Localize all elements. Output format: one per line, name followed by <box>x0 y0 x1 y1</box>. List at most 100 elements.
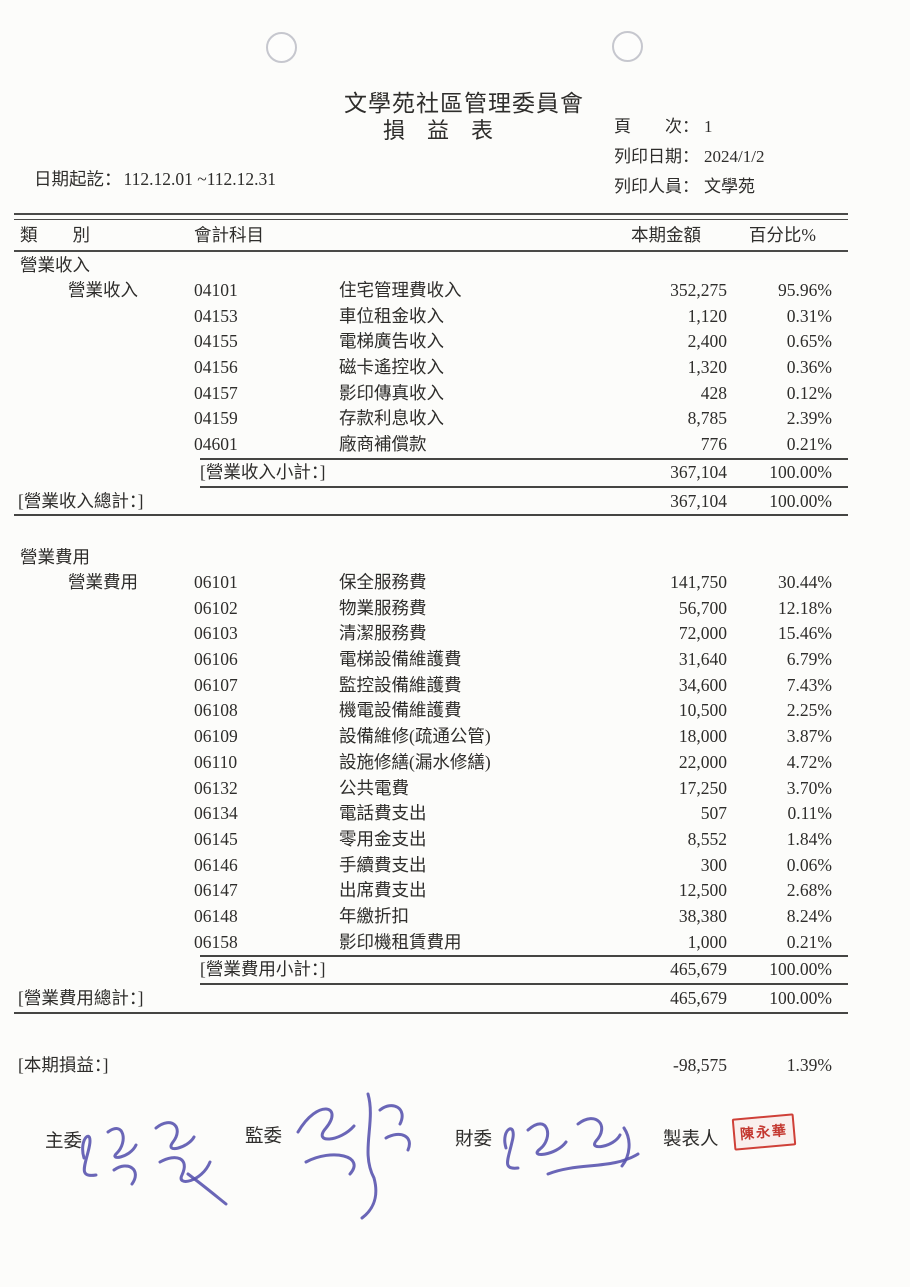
percent-value: 8.24% <box>786 905 832 926</box>
amount-value: 18,000 <box>678 726 727 747</box>
amount-value: 352,275 <box>670 280 727 300</box>
net-income-row: [本期損益：] -98,575 1.39% <box>14 1052 848 1078</box>
table-row: 04601 廠商補償款 776 0.21% <box>14 432 848 458</box>
printer-label: 列印人員： <box>614 177 699 196</box>
expense-subtotal-percent: 100.00% <box>769 959 832 980</box>
chair-label: 主委 <box>45 1132 83 1152</box>
account-name: 公共電費 <box>339 777 409 798</box>
account-code: 04156 <box>194 357 238 378</box>
header-category: 類 別 <box>20 225 90 245</box>
date-range: 日期起訖： 112.12.01 ~112.12.31 <box>34 166 276 191</box>
percent-value: 0.36% <box>786 357 832 378</box>
percent-value: 0.12% <box>786 382 832 403</box>
table-row: 06134 電話費支出 507 0.11% <box>14 801 848 827</box>
account-name: 保全服務費 <box>339 572 427 592</box>
amount-value: 72,000 <box>678 623 727 644</box>
account-name: 零用金支出 <box>339 828 427 849</box>
account-code: 06107 <box>194 674 238 695</box>
print-date-label: 列印日期： <box>614 147 699 166</box>
page-number-line: 頁 次： 1 <box>614 112 764 142</box>
expense-section-title: 營業費用 <box>20 547 90 567</box>
percent-value: 0.21% <box>786 931 832 952</box>
account-name: 設備維修(疏通公管) <box>339 726 491 747</box>
date-range-label: 日期起訖： <box>34 169 122 189</box>
supervisor-label: 監委 <box>245 1127 283 1147</box>
percent-value: 2.39% <box>786 408 832 429</box>
percent-value: 7.43% <box>786 674 832 695</box>
percent-value: 2.25% <box>786 700 832 721</box>
table-row: 04153 車位租金收入 1,120 0.31% <box>14 304 848 330</box>
percent-value: 1.84% <box>786 828 832 849</box>
account-code: 06101 <box>194 572 238 592</box>
header-amount: 本期金額 <box>631 225 701 245</box>
net-income-percent: 1.39% <box>786 1054 832 1075</box>
percent-value: 3.70% <box>786 777 832 798</box>
report-title: 損 益 表 <box>383 118 494 143</box>
account-name: 電梯廣告收入 <box>339 331 444 352</box>
amount-value: 2,400 <box>687 331 727 352</box>
date-range-value: 112.12.01 ~112.12.31 <box>123 169 277 189</box>
account-code: 04101 <box>194 280 238 300</box>
amount-value: 56,700 <box>678 597 727 618</box>
percent-value: 2.68% <box>786 880 832 901</box>
expense-total-label: [營業費用總計：] <box>18 988 144 1008</box>
income-section-title: 營業收入 <box>20 255 90 275</box>
account-code: 06132 <box>194 777 238 798</box>
punch-hole-right <box>612 31 643 62</box>
organization-title: 文學苑社區管理委員會 <box>344 91 584 116</box>
account-code: 06146 <box>194 854 238 875</box>
income-total-label: [營業收入總計：] <box>18 490 144 511</box>
expense-subtotal-amount: 465,679 <box>670 959 727 980</box>
account-code: 04155 <box>194 331 238 352</box>
account-code: 06148 <box>194 905 238 926</box>
printer-value: 文學苑 <box>704 177 755 196</box>
amount-value: 507 <box>700 803 727 824</box>
amount-value: 141,750 <box>670 572 727 592</box>
table-row: 06101 保全服務費 141,750 30.44% <box>14 570 848 596</box>
account-name: 機電設備維護費 <box>339 700 462 721</box>
account-code: 06134 <box>194 803 238 824</box>
account-name: 電梯設備維護費 <box>339 649 462 670</box>
account-code: 06110 <box>194 751 238 772</box>
account-name: 存款利息收入 <box>339 408 444 429</box>
table-row: 06147 出席費支出 12,500 2.68% <box>14 878 848 904</box>
account-code: 06147 <box>194 880 238 901</box>
print-meta: 頁 次： 1 列印日期： 2024/1/2 列印人員： 文學苑 <box>614 112 764 202</box>
percent-value: 0.11% <box>787 803 832 824</box>
table-row: 04155 電梯廣告收入 2,400 0.65% <box>14 329 848 355</box>
statement-table: 類 別 會計科目 本期金額 百分比% 營業收入 營業收入 04101 住宅管理費… <box>14 213 848 1078</box>
supervisor-signature <box>296 1092 411 1220</box>
percent-value: 95.96% <box>778 280 832 300</box>
amount-value: 22,000 <box>678 751 727 772</box>
table-row: 06146 手續費支出 300 0.06% <box>14 853 848 879</box>
table-row: 06108 機電設備維護費 10,500 2.25% <box>14 698 848 724</box>
preparer-label: 製表人 <box>663 1130 719 1150</box>
percent-value: 30.44% <box>778 572 832 592</box>
account-name: 手續費支出 <box>339 854 427 875</box>
amount-value: 8,785 <box>687 408 727 429</box>
income-subtotal-row: [營業收入小計：] 367,104 100.00% <box>200 457 848 488</box>
account-name: 車位租金收入 <box>339 305 444 326</box>
expense-rows: 營業費用 06101 保全服務費 141,750 30.44% 06102 物業… <box>14 570 848 955</box>
amount-value: 10,500 <box>678 700 727 721</box>
percent-value: 12.18% <box>778 597 832 618</box>
income-total-percent: 100.00% <box>769 490 832 511</box>
treasurer-label: 財委 <box>455 1130 493 1150</box>
table-row: 04159 存款利息收入 8,785 2.39% <box>14 406 848 432</box>
table-header-row: 類 別 會計科目 本期金額 百分比% <box>14 220 848 252</box>
amount-value: 776 <box>700 434 727 455</box>
amount-value: 1,000 <box>687 931 727 952</box>
account-code: 06106 <box>194 649 238 670</box>
table-row: 06102 物業服務費 56,700 12.18% <box>14 596 848 622</box>
net-income-amount: -98,575 <box>673 1054 727 1075</box>
income-subtotal-amount: 367,104 <box>670 461 727 482</box>
print-date-value: 2024/1/2 <box>704 147 765 166</box>
percent-value: 0.21% <box>786 434 832 455</box>
amount-value: 1,120 <box>687 305 727 326</box>
account-name: 物業服務費 <box>339 597 427 618</box>
account-name: 影印傳真收入 <box>339 382 444 403</box>
account-name: 影印機租賃費用 <box>339 931 462 952</box>
account-code: 06158 <box>194 931 238 952</box>
income-subcategory: 營業收入 <box>68 280 138 300</box>
